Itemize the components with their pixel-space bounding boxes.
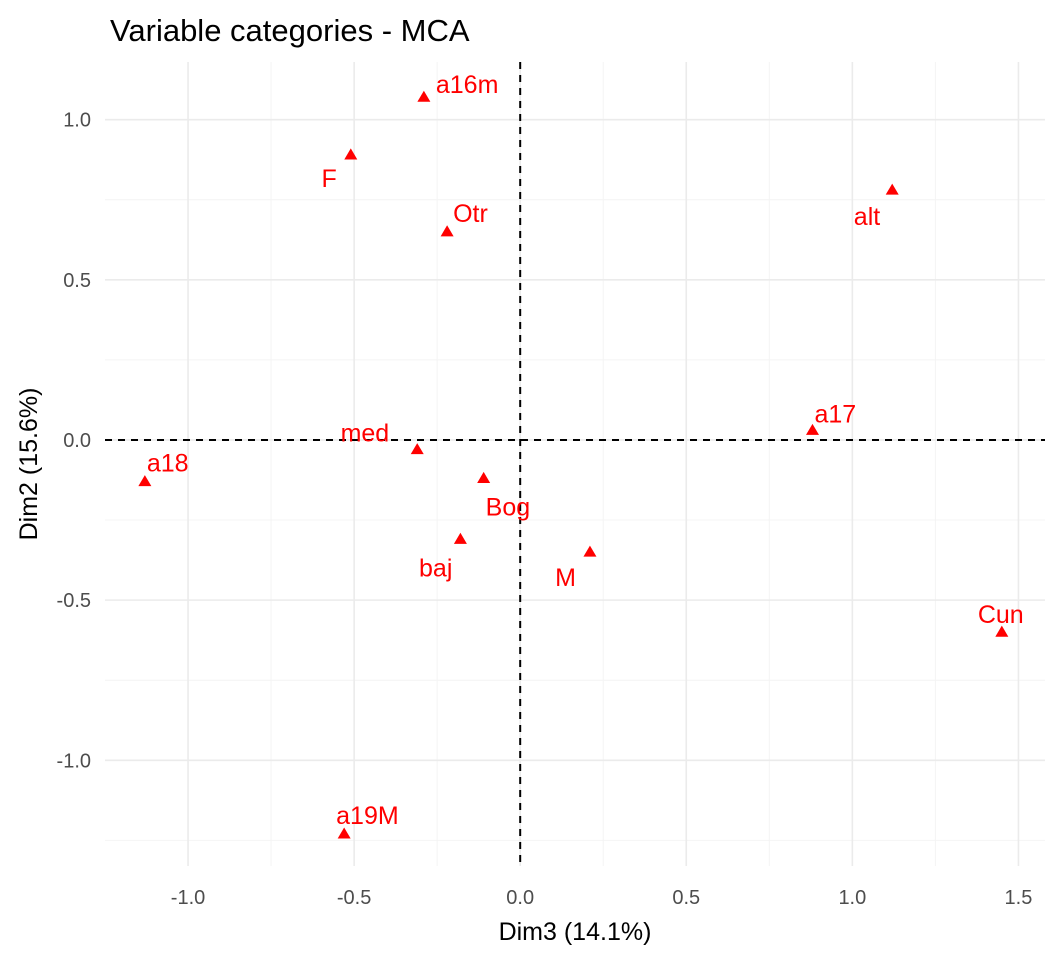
point-label-a19m: a19M bbox=[336, 802, 399, 830]
chart-title: Variable categories - MCA bbox=[110, 13, 470, 48]
point-label-bog: Bog bbox=[486, 493, 530, 521]
point-marker-alt bbox=[885, 183, 899, 195]
x-axis-label: Dim3 (14.1%) bbox=[499, 918, 652, 946]
point-label-med: med bbox=[341, 420, 390, 448]
point-label-a16m: a16m bbox=[436, 71, 499, 99]
x-axis-ticks: -1.0 -0.5 0.0 0.5 1.0 1.5 bbox=[171, 887, 1033, 909]
point-label-a18: a18 bbox=[147, 450, 189, 478]
point-marker-bog bbox=[477, 471, 491, 483]
point-marker-med bbox=[410, 443, 424, 455]
y-tick-label: 0.0 bbox=[63, 430, 91, 452]
data-points bbox=[138, 90, 1009, 839]
x-tick-label: 0.0 bbox=[506, 887, 534, 909]
point-label-alt: alt bbox=[854, 203, 880, 231]
y-tick-label: -0.5 bbox=[57, 590, 91, 612]
point-marker-a16m bbox=[417, 90, 431, 102]
point-marker-otr bbox=[440, 225, 454, 237]
x-tick-label: 1.5 bbox=[1005, 887, 1033, 909]
y-tick-label: 1.0 bbox=[63, 110, 91, 132]
point-labels: a16m F Otr alt a17 med a18 Bog baj M Cun a19M bbox=[147, 71, 1024, 830]
y-tick-label: -1.0 bbox=[57, 750, 91, 772]
point-label-otr: Otr bbox=[453, 200, 488, 228]
point-marker-cun bbox=[995, 625, 1009, 637]
point-marker-a19m bbox=[337, 827, 351, 839]
grid bbox=[105, 62, 1045, 866]
x-tick-label: 0.5 bbox=[672, 887, 700, 909]
y-axis-label: Dim2 (15.6%) bbox=[15, 388, 43, 541]
point-label-f: F bbox=[322, 165, 337, 193]
point-label-baj: baj bbox=[419, 554, 452, 582]
y-tick-label: 0.5 bbox=[63, 270, 91, 292]
x-tick-label: 1.0 bbox=[838, 887, 866, 909]
y-axis-ticks: -1.0 -0.5 0.0 0.5 1.0 bbox=[57, 110, 91, 773]
point-marker-f bbox=[344, 148, 358, 160]
point-marker-m bbox=[583, 545, 597, 557]
reference-lines bbox=[105, 62, 1045, 866]
x-tick-label: -1.0 bbox=[171, 887, 205, 909]
point-label-cun: Cun bbox=[978, 601, 1024, 629]
point-label-m: M bbox=[555, 564, 576, 592]
point-marker-a18 bbox=[138, 475, 152, 487]
point-marker-baj bbox=[453, 532, 467, 544]
point-label-a17: a17 bbox=[814, 400, 856, 428]
point-marker-a17 bbox=[805, 423, 819, 435]
x-tick-label: -0.5 bbox=[337, 887, 371, 909]
